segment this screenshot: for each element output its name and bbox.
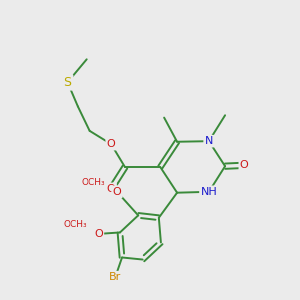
Text: O: O [107,184,116,194]
Text: OCH₃: OCH₃ [82,178,105,187]
Text: O: O [107,139,116,149]
Text: N: N [205,136,213,146]
Text: S: S [64,76,72,89]
Text: OCH₃: OCH₃ [64,220,88,229]
Text: O: O [112,187,122,197]
Text: O: O [240,160,249,170]
Text: Br: Br [109,272,122,282]
Text: NH: NH [200,187,217,197]
Text: O: O [94,229,103,239]
